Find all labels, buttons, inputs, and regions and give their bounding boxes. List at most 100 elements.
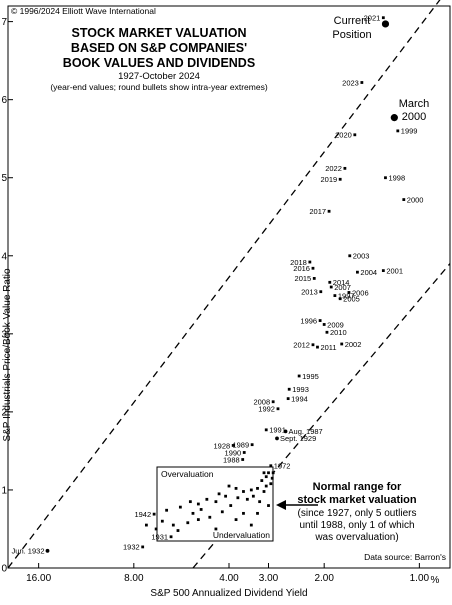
point-label: 2002 — [345, 340, 362, 349]
cluster-point — [236, 496, 240, 500]
point-marker — [242, 451, 246, 454]
point-marker — [356, 270, 359, 274]
cluster-point — [242, 511, 245, 515]
x-tick-label: 2.00 — [314, 573, 334, 584]
point-marker — [319, 290, 323, 294]
point-label: 2009 — [327, 320, 344, 329]
cluster-point — [234, 518, 238, 522]
point-marker — [325, 330, 329, 334]
point-label: 2003 — [353, 252, 370, 261]
cluster-point — [234, 486, 238, 490]
point-marker — [241, 458, 245, 461]
point-label: 2020 — [335, 131, 352, 140]
cluster-point — [267, 471, 270, 475]
cluster-point — [260, 479, 264, 482]
normal-range-title-2: stock market valuation — [297, 494, 416, 506]
point-marker — [348, 254, 352, 258]
cluster-point — [188, 500, 192, 504]
march-2000-label-2: 2000 — [402, 111, 426, 123]
point-marker — [318, 319, 322, 322]
y-tick-label: 7 — [1, 17, 7, 28]
point-label: 2019 — [320, 175, 337, 184]
point-marker — [316, 345, 319, 349]
overvaluation-label: Overvaluation — [161, 469, 214, 479]
x-axis-label: S&P 500 Annualized Dividend Yield — [150, 588, 307, 599]
point-label: 2006 — [352, 288, 369, 297]
chart-title-line-1: STOCK MARKET VALUATION — [72, 26, 247, 40]
point-label: 1988 — [223, 455, 240, 464]
extreme-point-marker — [390, 114, 398, 122]
data-source-text: Data source: Barron's — [364, 552, 446, 562]
chart-title-line-2: BASED ON S&P COMPANIES' — [71, 41, 247, 55]
point-marker — [269, 464, 273, 468]
point-marker — [45, 548, 50, 553]
point-marker — [283, 429, 288, 434]
cluster-point — [196, 518, 200, 522]
point-label: 2013 — [301, 287, 318, 296]
point-marker — [271, 400, 275, 404]
y-tick-label: 2 — [1, 407, 7, 418]
cluster-point — [264, 475, 268, 479]
cluster-point — [262, 490, 266, 493]
normal-range-arrow-head — [276, 500, 286, 510]
point-label: 2016 — [293, 264, 310, 273]
point-marker — [333, 294, 337, 297]
point-label: 2012 — [293, 341, 310, 350]
point-label: 2000 — [407, 195, 424, 204]
point-marker — [381, 16, 385, 20]
point-label: 2023 — [342, 78, 359, 87]
point-marker — [141, 545, 145, 549]
cluster-point — [264, 484, 268, 488]
current-position-label-2: Position — [332, 29, 371, 41]
point-marker — [338, 177, 342, 181]
point-label: 2001 — [386, 266, 403, 275]
normal-range-title-1: Normal range for — [313, 481, 402, 493]
point-marker — [264, 428, 268, 432]
cluster-point — [242, 490, 245, 493]
point-marker — [340, 342, 344, 346]
point-marker — [308, 260, 312, 264]
point-label: 2014 — [333, 278, 350, 287]
point-marker — [343, 166, 347, 170]
point-marker — [384, 176, 387, 180]
data-points: 2021 2023 1999 2020 2022 2019 1998 2000 2017 2018… — [12, 14, 424, 556]
band-line-upper — [7, 0, 441, 569]
cluster-point — [171, 523, 175, 527]
point-label: 1989 — [232, 440, 249, 449]
point-label: 2017 — [309, 207, 326, 216]
point-label: 2004 — [360, 268, 377, 277]
cluster-point — [249, 523, 253, 527]
point-marker — [402, 198, 406, 201]
point-label: 2018 — [290, 258, 307, 267]
point-label: Sept. 1929 — [280, 434, 316, 443]
x-tick-label: 8.00 — [124, 573, 144, 584]
point-label: 1942 — [134, 510, 151, 519]
point-marker — [312, 277, 316, 280]
axis-ticks: 0 1 2 3 4 5 6 7 16.00 8.00 4.00 3.00 2.00 1.00 — [1, 17, 429, 584]
x-unit-label: % — [431, 575, 440, 586]
point-marker — [353, 133, 357, 137]
point-label: 2011 — [320, 343, 336, 352]
cluster-point — [154, 527, 158, 531]
point-marker — [360, 81, 364, 84]
point-marker — [329, 285, 333, 289]
cluster-points — [144, 471, 275, 532]
cluster-point — [227, 484, 231, 488]
point-marker — [231, 444, 235, 447]
point-marker — [287, 387, 291, 391]
point-label: 2010 — [330, 328, 347, 337]
point-marker — [286, 397, 290, 401]
cluster-point — [214, 527, 218, 531]
normal-range-text-1: (since 1927, only 5 outliers — [298, 508, 417, 519]
x-tick-label: 3.00 — [259, 573, 279, 584]
normal-range-text-2: until 1988, only 1 of which — [299, 520, 414, 531]
point-label: 1999 — [401, 127, 418, 136]
point-marker — [322, 323, 326, 326]
cluster-point — [224, 494, 228, 498]
y-axis-label: S&P Industrials Price/Book Value Ratio — [2, 268, 13, 441]
cluster-point — [191, 511, 195, 515]
point-label: 2022 — [325, 164, 342, 173]
cluster-point — [205, 497, 209, 501]
y-tick-label: 6 — [1, 95, 7, 106]
